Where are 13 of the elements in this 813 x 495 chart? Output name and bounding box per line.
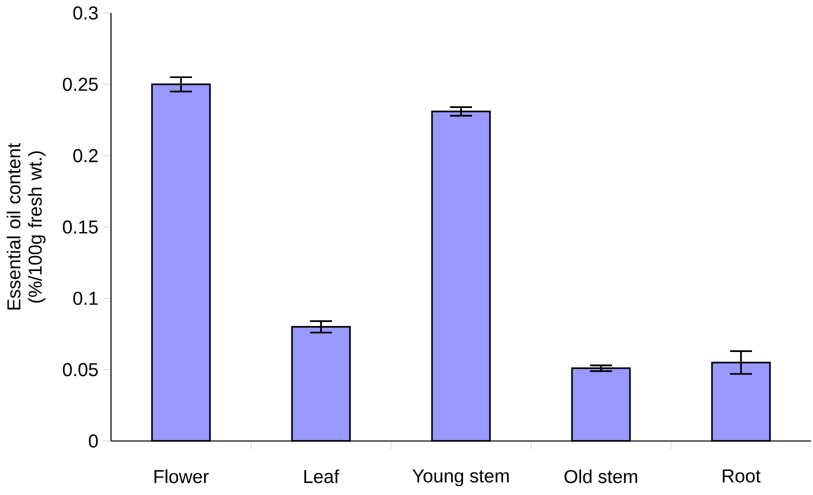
x-tick-label: Young stem: [412, 469, 509, 486]
y-tick-label: 0: [88, 434, 98, 448]
y-axis-title: Essential oil content (%/100g fresh wt.): [6, 143, 46, 310]
y-tick-label: 0.25: [62, 78, 98, 91]
x-tick-label: Root: [722, 469, 761, 483]
y-tick-label: 0.3: [73, 6, 98, 20]
x-tick-label: Old stem: [564, 469, 638, 484]
x-tick-label: Leaf: [304, 469, 340, 484]
y-tick-label: 0.2: [73, 149, 98, 162]
y-tick-label: 0.15: [62, 220, 98, 234]
x-tick-label: Flower: [154, 469, 209, 484]
y-tick-label: 0.1: [73, 292, 98, 305]
y-tick-label: 0.05: [62, 363, 98, 376]
